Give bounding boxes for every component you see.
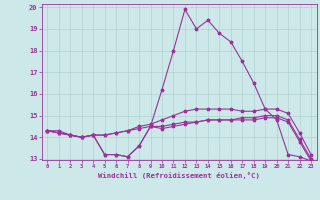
X-axis label: Windchill (Refroidissement éolien,°C): Windchill (Refroidissement éolien,°C) <box>98 172 260 179</box>
